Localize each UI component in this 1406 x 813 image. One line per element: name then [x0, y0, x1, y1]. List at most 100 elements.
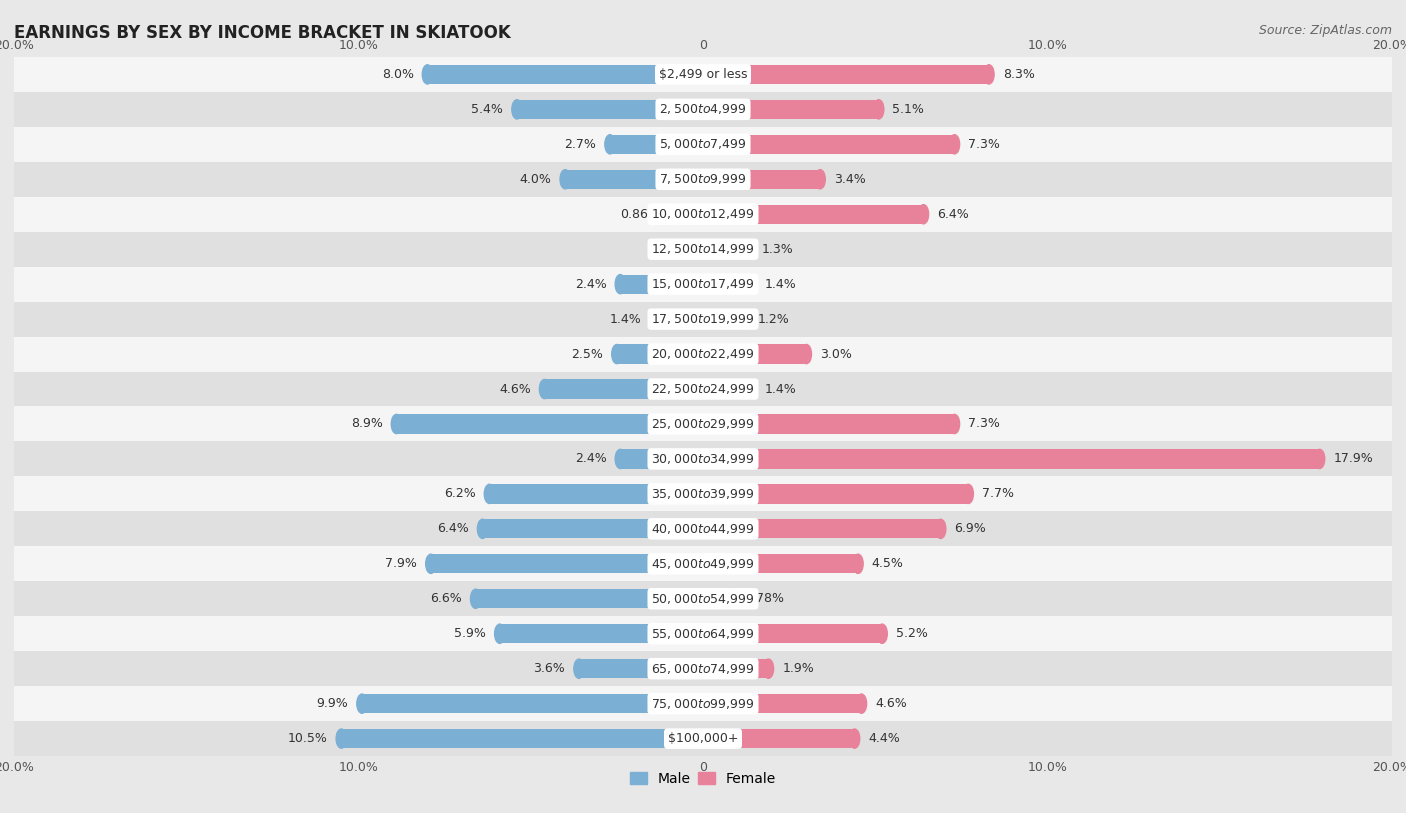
Bar [14, 162, 1392, 197]
Ellipse shape [574, 659, 583, 678]
Text: 2.4%: 2.4% [575, 278, 606, 290]
Text: 6.9%: 6.9% [955, 523, 986, 535]
Text: 4.6%: 4.6% [875, 698, 907, 710]
Text: $7,500 to $9,999: $7,500 to $9,999 [659, 172, 747, 186]
Text: 9.9%: 9.9% [316, 698, 349, 710]
Bar [620, 450, 703, 468]
Ellipse shape [612, 345, 621, 363]
Ellipse shape [949, 135, 960, 154]
Text: 6.6%: 6.6% [430, 593, 461, 605]
Bar [673, 205, 703, 224]
Text: 3.0%: 3.0% [820, 348, 852, 360]
Text: $5,000 to $7,499: $5,000 to $7,499 [659, 137, 747, 151]
Bar [703, 659, 769, 678]
Bar [703, 415, 955, 433]
Ellipse shape [512, 100, 522, 119]
Text: $22,500 to $24,999: $22,500 to $24,999 [651, 382, 755, 396]
Bar [703, 170, 820, 189]
Text: 7.9%: 7.9% [385, 558, 418, 570]
Bar [14, 616, 1392, 651]
Text: 5.2%: 5.2% [896, 628, 928, 640]
Ellipse shape [747, 380, 756, 398]
Ellipse shape [918, 205, 928, 224]
Text: 1.9%: 1.9% [782, 663, 814, 675]
Text: 8.9%: 8.9% [350, 418, 382, 430]
Ellipse shape [747, 275, 756, 293]
Text: $17,500 to $19,999: $17,500 to $19,999 [651, 312, 755, 326]
Ellipse shape [949, 415, 960, 433]
Bar [14, 57, 1392, 92]
Bar [565, 170, 703, 189]
Bar [14, 92, 1392, 127]
Text: $25,000 to $29,999: $25,000 to $29,999 [651, 417, 755, 431]
Text: 2.5%: 2.5% [571, 348, 603, 360]
Text: 2.4%: 2.4% [575, 453, 606, 465]
Text: $10,000 to $12,499: $10,000 to $12,499 [651, 207, 755, 221]
Bar [14, 721, 1392, 756]
Bar [482, 520, 703, 538]
Ellipse shape [849, 729, 859, 748]
Text: $45,000 to $49,999: $45,000 to $49,999 [651, 557, 755, 571]
Bar [703, 345, 807, 363]
Ellipse shape [495, 624, 505, 643]
Bar [14, 372, 1392, 406]
Ellipse shape [984, 65, 994, 84]
Bar [517, 100, 703, 119]
Text: EARNINGS BY SEX BY INCOME BRACKET IN SKIATOOK: EARNINGS BY SEX BY INCOME BRACKET IN SKI… [14, 24, 510, 42]
Bar [703, 205, 924, 224]
Bar [703, 380, 751, 398]
Bar [544, 380, 703, 398]
Text: 5.9%: 5.9% [454, 628, 486, 640]
Ellipse shape [815, 170, 825, 189]
Text: $20,000 to $22,499: $20,000 to $22,499 [651, 347, 755, 361]
Bar [14, 302, 1392, 337]
Text: $100,000+: $100,000+ [668, 733, 738, 745]
Bar [655, 310, 703, 328]
Bar [703, 729, 855, 748]
Bar [361, 694, 703, 713]
Ellipse shape [336, 729, 346, 748]
Text: Source: ZipAtlas.com: Source: ZipAtlas.com [1258, 24, 1392, 37]
Text: $15,000 to $17,499: $15,000 to $17,499 [651, 277, 755, 291]
Bar [14, 406, 1392, 441]
Text: 0.78%: 0.78% [744, 593, 783, 605]
Ellipse shape [616, 275, 626, 293]
Legend: Male, Female: Male, Female [624, 766, 782, 791]
Text: $65,000 to $74,999: $65,000 to $74,999 [651, 662, 755, 676]
Bar [14, 127, 1392, 162]
Ellipse shape [763, 659, 773, 678]
Bar [703, 450, 1320, 468]
Bar [14, 441, 1392, 476]
Text: 1.4%: 1.4% [765, 278, 797, 290]
Ellipse shape [801, 345, 811, 363]
Ellipse shape [422, 65, 433, 84]
Bar [14, 197, 1392, 232]
Text: 6.4%: 6.4% [437, 523, 468, 535]
Text: $2,500 to $4,999: $2,500 to $4,999 [659, 102, 747, 116]
Bar [14, 232, 1392, 267]
Ellipse shape [426, 554, 436, 573]
Ellipse shape [1315, 450, 1324, 468]
Text: 5.4%: 5.4% [471, 103, 503, 115]
Ellipse shape [935, 520, 946, 538]
Text: $75,000 to $99,999: $75,000 to $99,999 [651, 697, 755, 711]
Bar [617, 345, 703, 363]
Bar [14, 686, 1392, 721]
Ellipse shape [605, 135, 616, 154]
Ellipse shape [742, 240, 754, 259]
Text: 7.7%: 7.7% [981, 488, 1014, 500]
Bar [703, 275, 751, 293]
Text: 0.0%: 0.0% [657, 243, 689, 255]
Text: 10.5%: 10.5% [288, 733, 328, 745]
Bar [703, 310, 744, 328]
Ellipse shape [616, 450, 626, 468]
Bar [430, 554, 703, 573]
Ellipse shape [478, 520, 488, 538]
Ellipse shape [540, 380, 550, 398]
Text: 8.0%: 8.0% [381, 68, 413, 80]
Bar [703, 100, 879, 119]
Bar [396, 415, 703, 433]
Text: 0.86%: 0.86% [620, 208, 659, 220]
Text: 4.5%: 4.5% [872, 558, 904, 570]
Bar [14, 511, 1392, 546]
